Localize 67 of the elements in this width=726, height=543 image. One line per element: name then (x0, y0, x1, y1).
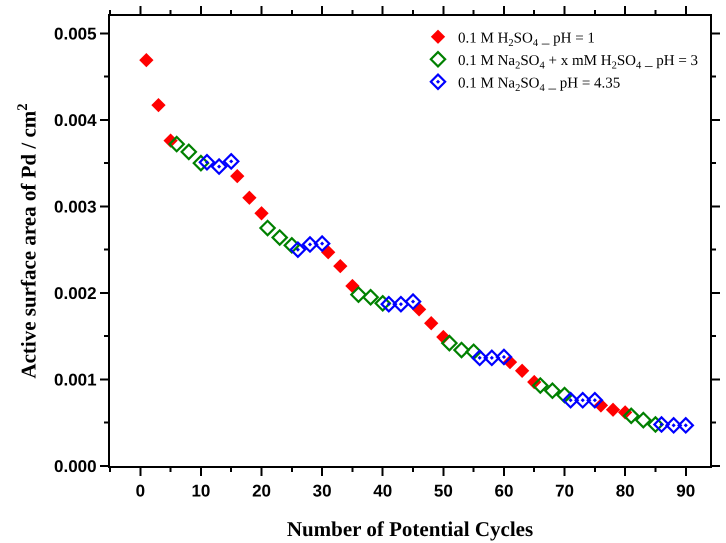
x-tick-label: 20 (252, 481, 271, 500)
point (321, 245, 336, 260)
point (374, 295, 391, 312)
y-tick-label: 0.005 (54, 24, 97, 44)
x-tick-label: 70 (555, 481, 574, 500)
point (242, 190, 257, 205)
text: 0.1 M Na$_{2}$SO$_{4}$ + x mM H$_{2}$SO$_{4}$ _ pH = 3 (458, 53, 698, 72)
y-tick-label: 0.004 (54, 110, 98, 130)
point (230, 168, 244, 184)
x-axis-title: Number of Potential Cycles (286, 517, 534, 542)
point (180, 144, 198, 160)
point (622, 408, 640, 424)
point (350, 286, 367, 303)
point (653, 416, 670, 433)
point (333, 258, 348, 274)
point (139, 52, 154, 68)
point (562, 392, 579, 408)
point (222, 153, 240, 170)
point (392, 296, 410, 312)
point (168, 136, 185, 152)
y-tick-label: 0.001 (54, 370, 97, 390)
x-tick-label: 10 (191, 481, 210, 500)
point (254, 206, 269, 220)
point (424, 316, 438, 330)
legend-label: 0.1 M H$_{2}$SO$_{4}$ _ pH = 1 (458, 30, 595, 49)
point (192, 154, 210, 172)
point (606, 402, 620, 417)
point (271, 229, 288, 246)
y-tick-label: 0.000 (54, 456, 97, 476)
point (484, 350, 500, 366)
y-tick-label: 0.003 (54, 197, 97, 216)
point (453, 342, 470, 358)
y-tick-label: 0.002 (54, 284, 97, 303)
point (362, 289, 379, 306)
point (586, 392, 604, 408)
point (544, 382, 561, 399)
x-tick-label: 40 (373, 481, 392, 500)
point (151, 98, 166, 112)
point (665, 417, 682, 434)
point (345, 278, 360, 294)
point (404, 293, 422, 310)
point (635, 412, 652, 428)
point (302, 236, 318, 253)
x-tick-label: 0 (136, 481, 146, 500)
x-tick-label: 50 (434, 481, 453, 500)
point (259, 220, 276, 236)
point (496, 348, 512, 366)
point (532, 377, 549, 394)
point (198, 154, 216, 170)
point (647, 416, 664, 433)
point (514, 364, 530, 378)
point (380, 296, 398, 312)
legend-label: 0.1 M Na$_{2}$SO$_{4}$ _ pH = 4.35 (458, 76, 620, 94)
point (465, 344, 482, 360)
point (441, 334, 458, 352)
point (556, 386, 573, 404)
x-tick-label: 90 (676, 481, 696, 500)
point (314, 235, 330, 252)
x-tick-label: 30 (312, 481, 332, 500)
point (210, 158, 228, 175)
x-tick-label: 80 (616, 481, 635, 500)
point (678, 417, 694, 434)
point (574, 392, 591, 408)
point (471, 350, 488, 366)
x-tick-label: 60 (494, 481, 514, 500)
point (290, 241, 306, 258)
point (284, 237, 300, 254)
